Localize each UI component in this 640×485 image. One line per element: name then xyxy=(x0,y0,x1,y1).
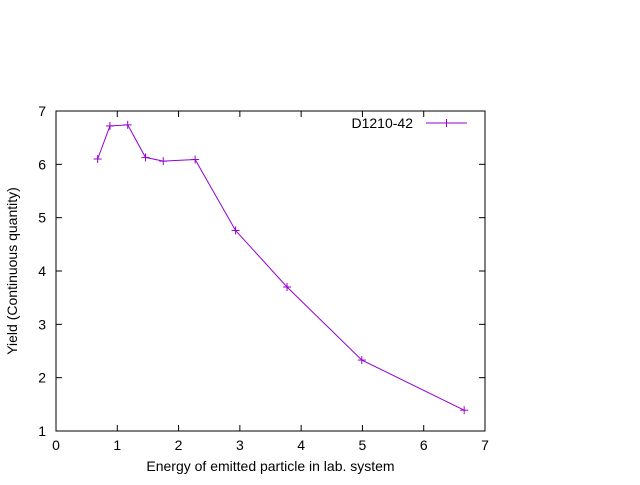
data-point-5 xyxy=(191,155,200,164)
data-point-0 xyxy=(93,155,102,163)
x-tick-label-0: 0 xyxy=(52,437,60,453)
y-tick-label-1: 1 xyxy=(38,423,46,439)
y-tick-label-6: 6 xyxy=(38,156,46,172)
x-tick-label-1: 1 xyxy=(113,437,121,453)
x-axis-label: Energy of emitted particle in lab. syste… xyxy=(146,458,394,474)
legend-label: D1210-42 xyxy=(352,115,414,131)
data-point-4 xyxy=(159,157,168,166)
legend-marker xyxy=(442,119,451,127)
plot-frame xyxy=(55,110,486,432)
y-tick-label-5: 5 xyxy=(38,210,46,226)
x-tick-label-5: 5 xyxy=(359,437,367,453)
data-point-2 xyxy=(123,120,132,129)
y-tick-label-4: 4 xyxy=(38,263,46,279)
x-tick-label-6: 6 xyxy=(420,437,428,453)
series-layer xyxy=(93,120,469,415)
y-tick-label-7: 7 xyxy=(38,103,46,119)
x-tick-label-3: 3 xyxy=(236,437,244,453)
series-0 xyxy=(93,120,469,415)
series-line-0 xyxy=(97,124,465,411)
data-point-3 xyxy=(141,153,150,162)
x-tick-label-7: 7 xyxy=(481,437,489,453)
x-tick-label-2: 2 xyxy=(175,437,183,453)
y-axis-label: Yield (Continuous quantity) xyxy=(4,187,20,355)
data-point-9 xyxy=(460,406,469,415)
y-tick-label-2: 2 xyxy=(38,370,46,386)
data-point-1 xyxy=(105,121,114,130)
legend: D1210-42 xyxy=(352,115,467,131)
data-point-7 xyxy=(283,283,292,291)
data-point-6 xyxy=(231,226,240,235)
data-point-8 xyxy=(357,356,366,365)
y-tick-label-3: 3 xyxy=(38,316,46,332)
x-tick-label-4: 4 xyxy=(297,437,305,453)
